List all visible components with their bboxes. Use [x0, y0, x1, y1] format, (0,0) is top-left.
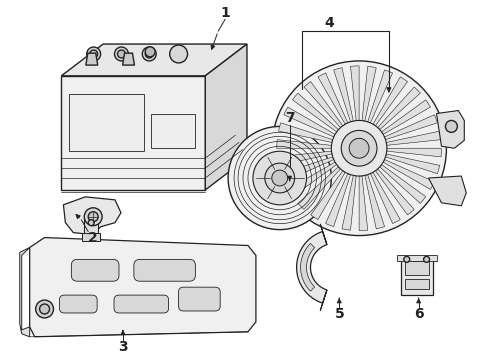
Polygon shape — [378, 87, 420, 130]
Polygon shape — [288, 162, 337, 197]
Bar — [405, 279, 429, 289]
Circle shape — [142, 47, 156, 61]
Polygon shape — [375, 169, 414, 215]
Polygon shape — [61, 44, 247, 76]
Bar — [401, 257, 433, 295]
Bar — [84, 218, 98, 239]
Polygon shape — [277, 151, 332, 165]
Circle shape — [36, 300, 53, 318]
Polygon shape — [304, 82, 343, 127]
Text: 3: 3 — [118, 340, 128, 354]
Polygon shape — [293, 93, 339, 132]
Polygon shape — [122, 53, 134, 65]
Circle shape — [228, 126, 331, 230]
Circle shape — [145, 47, 155, 57]
Polygon shape — [437, 111, 465, 148]
Polygon shape — [387, 148, 441, 157]
Circle shape — [265, 163, 294, 193]
Polygon shape — [397, 255, 437, 261]
Polygon shape — [30, 238, 256, 337]
Circle shape — [40, 304, 49, 314]
Polygon shape — [359, 176, 368, 231]
Polygon shape — [350, 66, 359, 121]
Polygon shape — [326, 174, 350, 226]
Text: 4: 4 — [324, 16, 334, 30]
Circle shape — [87, 47, 100, 61]
Circle shape — [115, 47, 128, 61]
Polygon shape — [385, 115, 438, 140]
Polygon shape — [278, 123, 333, 143]
FancyBboxPatch shape — [72, 260, 119, 281]
Text: 2: 2 — [88, 230, 98, 244]
Circle shape — [272, 61, 446, 235]
Polygon shape — [296, 231, 327, 303]
Polygon shape — [380, 165, 426, 203]
FancyBboxPatch shape — [114, 295, 169, 313]
Circle shape — [424, 256, 430, 262]
Polygon shape — [20, 247, 30, 337]
Text: 6: 6 — [414, 307, 423, 321]
Circle shape — [170, 45, 188, 63]
Circle shape — [118, 50, 125, 58]
Polygon shape — [284, 107, 335, 137]
Circle shape — [445, 121, 457, 132]
Circle shape — [84, 208, 102, 226]
Polygon shape — [300, 243, 315, 291]
Circle shape — [341, 130, 377, 166]
Polygon shape — [277, 140, 331, 148]
Polygon shape — [205, 44, 247, 190]
Polygon shape — [320, 290, 327, 311]
Polygon shape — [429, 176, 466, 206]
Polygon shape — [342, 175, 356, 230]
Polygon shape — [298, 167, 341, 210]
Text: 7: 7 — [285, 112, 294, 126]
Circle shape — [331, 121, 387, 176]
Text: 5: 5 — [334, 307, 344, 321]
Polygon shape — [368, 70, 392, 123]
Polygon shape — [383, 159, 434, 189]
Text: 1: 1 — [220, 6, 230, 20]
Polygon shape — [373, 77, 408, 126]
Polygon shape — [386, 154, 440, 174]
Polygon shape — [370, 172, 400, 224]
Circle shape — [88, 220, 94, 226]
Polygon shape — [362, 66, 376, 121]
Polygon shape — [281, 157, 334, 182]
Bar — [151, 113, 196, 148]
Circle shape — [88, 212, 98, 222]
Polygon shape — [318, 73, 348, 124]
Circle shape — [349, 138, 369, 158]
FancyBboxPatch shape — [178, 287, 220, 311]
Circle shape — [404, 256, 410, 262]
Circle shape — [272, 170, 288, 186]
Bar — [70, 94, 144, 151]
Polygon shape — [61, 76, 205, 190]
Polygon shape — [365, 175, 385, 229]
FancyBboxPatch shape — [59, 295, 97, 313]
Circle shape — [90, 50, 98, 58]
Polygon shape — [386, 131, 441, 145]
Circle shape — [253, 151, 307, 205]
Bar — [405, 261, 429, 275]
Polygon shape — [320, 224, 327, 245]
Circle shape — [145, 50, 153, 58]
Polygon shape — [334, 68, 353, 122]
Polygon shape — [311, 171, 345, 220]
Polygon shape — [382, 100, 430, 134]
Polygon shape — [86, 53, 98, 65]
Polygon shape — [63, 197, 121, 235]
FancyBboxPatch shape — [134, 260, 196, 281]
Bar — [82, 233, 100, 240]
